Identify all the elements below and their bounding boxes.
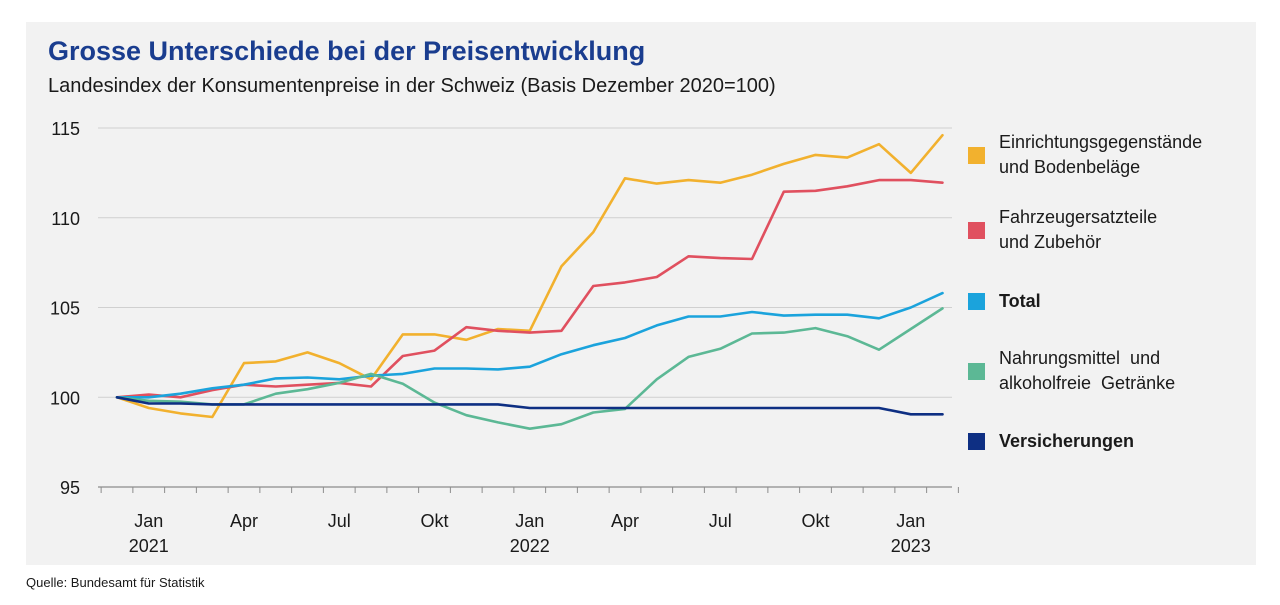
y-tick-label: 105 [50,299,80,319]
chart-title: Grosse Unterschiede bei der Preisentwick… [48,36,646,66]
legend-label-line: Nahrungsmittel und [999,348,1161,368]
chart-panel [26,22,1256,565]
legend-label-line: alkoholfreie Getränke [999,373,1176,393]
x-tick-label: Jan [896,511,925,531]
legend-label: Nahrungsmittel und alkoholfreie Getränke [999,346,1249,396]
legend-item: Total [968,289,1249,314]
legend-swatch [968,362,985,380]
legend-label-line: Einrichtungsgegenstände [999,132,1203,152]
x-tick-label: Jul [328,511,351,531]
series-line-0 [115,133,944,419]
legend-swatch [968,146,985,164]
legend-item: Nahrungsmittel und alkoholfreie Getränke [968,346,1249,396]
series-line-1 [115,178,944,399]
series-line-3 [115,307,944,431]
y-tick-label: 115 [51,119,80,139]
legend-swatch [968,432,985,450]
y-tick-label: 95 [60,478,80,498]
legend-swatch [968,292,985,310]
legend-label: Total [999,289,1249,314]
x-axis: Jan 2021 Apr Jul Okt Jan 2022 Apr Jul Okt Jan 2023 [100,487,959,556]
y-tick-label: 100 [50,388,80,408]
grid-lines [98,127,952,488]
x-tick-label: Apr [230,511,258,531]
x-tick-label: Okt [420,511,448,531]
legend-swatch [968,221,985,239]
x-tick-year-label: 2022 [510,536,550,556]
x-tick-year-label: 2021 [129,536,169,556]
legend-label: Fahrzeugersatzteile und Zubehör [999,205,1249,255]
legend-label-line: und Zubehör [999,232,1102,252]
x-tick-label: Jan [515,511,544,531]
legend-item: Versicherungen [968,429,1249,454]
x-tick-label: Jan [134,511,163,531]
x-tick-label: Jul [709,511,732,531]
chart-subtitle: Landesindex der Konsumentenpreise in der… [48,75,776,97]
legend-item: Fahrzeugersatzteile und Zubehör [968,205,1249,255]
x-tick-label: Okt [801,511,829,531]
legend-label-line: und Bodenbeläge [999,157,1141,177]
series-line-4 [115,395,944,416]
legend-label-line: Versicherungen [999,430,1135,451]
legend-label-line: Total [999,290,1041,311]
legend-label-line: Fahrzeugersatzteile [999,207,1158,227]
legend-label: Einrichtungsgegenstände und Bodenbeläge [999,130,1249,180]
y-tick-label: 110 [51,209,80,229]
legend-item: Einrichtungsgegenstände und Bodenbeläge [968,130,1249,180]
x-tick-year-label: 2023 [891,536,931,556]
series-line-2 [115,291,944,399]
x-tick-label: Apr [611,511,639,531]
legend-label: Versicherungen [999,429,1249,454]
source-note: Quelle: Bundesamt für Statistik [26,575,205,590]
y-axis-ticks: 95 100 105 110 115 [50,119,80,498]
series-lines [115,133,944,431]
